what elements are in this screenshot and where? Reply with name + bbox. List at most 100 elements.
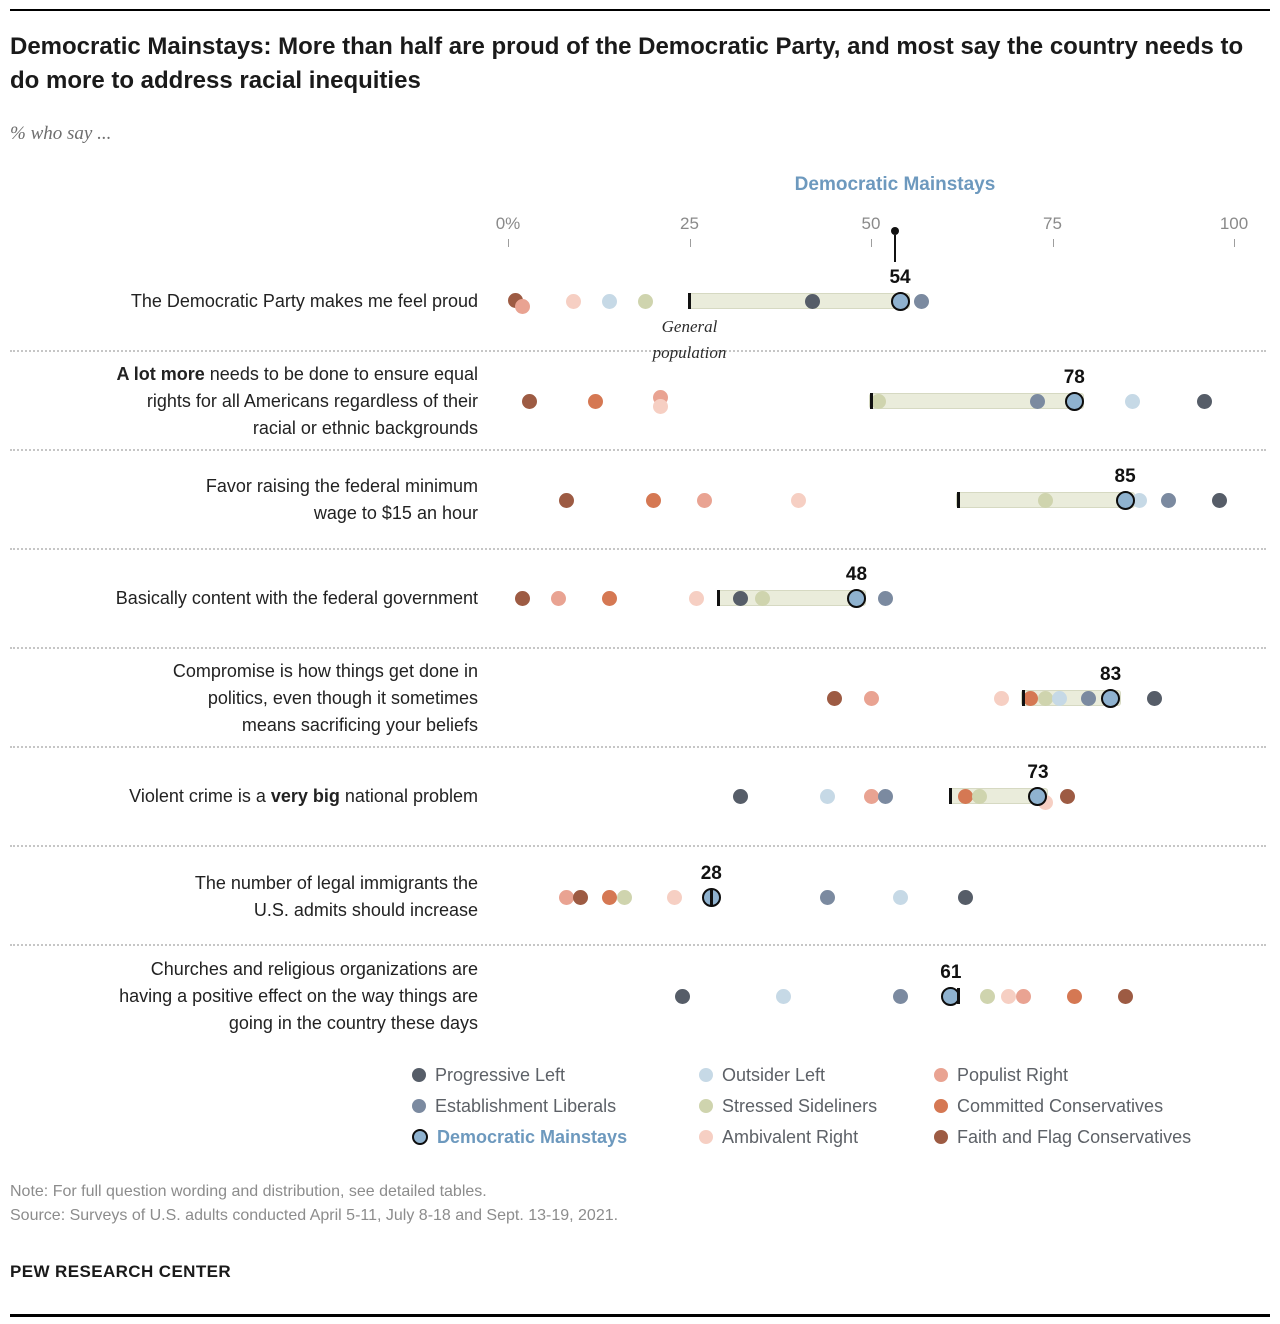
group-dot-stressed-sideliners [1037,492,1053,508]
group-dot-populist-right [558,889,574,905]
gen-pop-tick [688,293,691,309]
range-bar [869,393,1085,409]
dm-value-label: 83 [1100,664,1122,685]
group-dot-progressive-left [732,788,748,804]
group-dot-ambivalent-right [652,398,668,414]
row-separator [10,944,1266,946]
row-separator [10,449,1266,451]
group-dot-ambivalent-right [994,690,1010,706]
legend-swatch-committed-conservatives [934,1099,948,1113]
group-dot-establishment-liberals [878,590,894,606]
group-dot-committed-conservatives [587,393,603,409]
row-label-text: Churches and religious organizations are… [119,958,478,1033]
row-separator [10,746,1266,748]
legend-item: Progressive Left [412,1064,565,1086]
row-label-text: The number of legal immigrants the U.S. … [194,873,478,920]
group-dot-outsider-left [1132,492,1148,508]
legend-item: Stressed Sideliners [699,1095,877,1117]
dm-pointer-line [894,235,896,262]
group-dot-progressive-left [674,988,690,1004]
legend-label: Outsider Left [722,1064,826,1085]
group-dot-outsider-left [1052,690,1068,706]
legend-item: Populist Right [934,1064,1068,1086]
group-dot-faith-flag-conservatives [515,590,531,606]
group-dot-populist-right [551,590,567,606]
group-dot-committed-conservatives [1023,690,1039,706]
group-dot-faith-flag-conservatives [573,889,589,905]
group-dot-establishment-liberals [914,293,930,309]
gen-pop-tick [956,988,960,1004]
group-dot-progressive-left [1146,690,1162,706]
legend-item: Outsider Left [699,1064,825,1086]
gen-pop-tick [1021,690,1025,706]
legend-label: Faith and Flag Conservatives [957,1126,1192,1147]
group-dot-faith-flag-conservatives [1059,788,1075,804]
row-label: The number of legal immigrants the U.S. … [193,837,478,957]
legend-label: Committed Conservatives [957,1095,1164,1116]
group-dot-progressive-left [1211,492,1227,508]
legend-item: Establishment Liberals [412,1095,616,1117]
group-dot-stressed-sideliners [754,590,770,606]
axis-tick-mark [508,239,509,247]
legend-label: Ambivalent Right [722,1126,859,1147]
group-dot-progressive-left [957,889,973,905]
axis-tick-label: 75 [1043,214,1062,233]
row-separator [10,350,1266,352]
group-dot-progressive-left [1197,393,1213,409]
group-dot-faith-flag-conservatives [558,492,574,508]
row-label: Violent crime is a very big national pro… [8,736,478,856]
legend-swatch-faith-flag-conservatives [934,1130,948,1144]
legend-swatch-establishment-liberals [412,1099,426,1113]
axis-tick-mark [1234,239,1235,247]
row-label-text: Favor raising the federal minimum wage t… [205,476,478,523]
top-rule [10,9,1270,11]
row-separator [10,845,1266,847]
legend-label: Stressed Sideliners [722,1095,878,1116]
group-dot-outsider-left [819,788,835,804]
legend-swatch-progressive-left [412,1068,426,1082]
group-dot-ambivalent-right [667,889,683,905]
group-dot-establishment-liberals [1081,690,1097,706]
group-dot-stressed-sideliners [1037,690,1053,706]
group-dot-stressed-sideliners [870,393,886,409]
dm-pointer-dot [891,227,899,235]
group-dot-democratic-mainstays [890,291,910,311]
note-text: Note: For full question wording and dist… [10,1183,487,1200]
dm-value-label: 54 [889,267,911,288]
group-dot-democratic-mainstays [846,588,866,608]
group-dot-establishment-liberals [878,788,894,804]
row-label: A lot more needs to be done to ensure eq… [106,341,478,461]
row-separator [10,548,1266,550]
range-bar [716,590,867,606]
group-dot-committed-conservatives [602,590,618,606]
axis-tick-mark [689,239,691,247]
dm-value-label: 73 [1027,762,1049,783]
chart-title: Democratic Mainstays: More than half are… [10,33,1244,94]
legend-label: Establishment Liberals [435,1095,617,1116]
dm-pointer-label: Democratic Mainstays [794,174,996,195]
axis-tick-label: 0% [495,214,521,233]
row-label-text: A lot more needs to be done to ensure eq… [116,363,478,438]
axis-tick-mark [871,239,872,247]
group-dot-committed-conservatives [957,788,973,804]
legend-item: Democratic Mainstays [412,1126,627,1148]
group-dot-stressed-sideliners [638,293,654,309]
group-dot-faith-flag-conservatives [1117,988,1133,1004]
group-dot-establishment-liberals [892,988,908,1004]
group-dot-progressive-left [732,590,748,606]
dm-value-label: 48 [845,564,868,585]
group-dot-democratic-mainstays [1028,786,1048,806]
dm-value-label: 78 [1063,367,1085,388]
group-dot-ambivalent-right [689,590,705,606]
axis-tick-label: 25 [680,214,699,233]
pew-footer: PEW RESEARCH CENTER [10,1262,232,1281]
dm-value-label: 61 [940,962,962,983]
group-dot-populist-right [863,788,879,804]
group-dot-committed-conservatives [1066,988,1082,1004]
gen-pop-tick [869,393,873,409]
legend-label: Progressive Left [435,1064,566,1085]
source-text: Source: Surveys of U.S. adults conducted… [10,1207,619,1224]
row-label-text: The Democratic Party makes me feel proud [130,290,478,311]
legend-swatch-stressed-sideliners [699,1099,713,1113]
